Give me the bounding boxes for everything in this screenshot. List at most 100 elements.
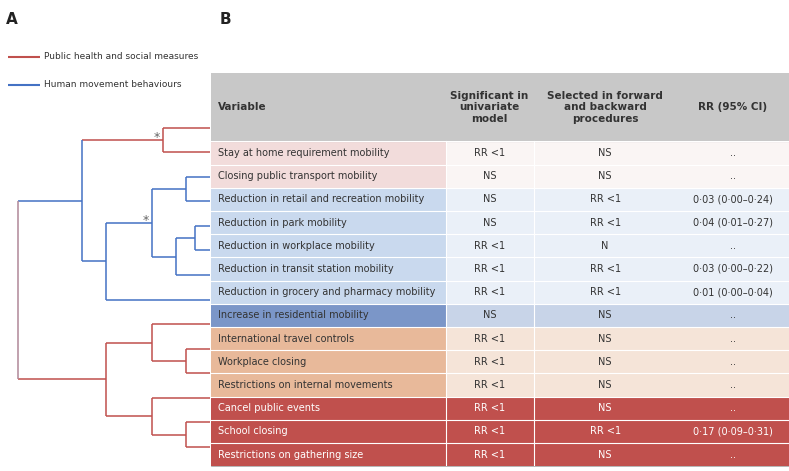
Bar	[446, 327, 533, 350]
Text: NS: NS	[598, 310, 611, 320]
Bar	[676, 188, 789, 211]
Text: NS: NS	[598, 171, 611, 181]
Text: N: N	[601, 241, 609, 251]
Bar	[533, 304, 676, 327]
Text: School closing: School closing	[219, 426, 288, 437]
Bar	[211, 374, 446, 397]
Text: RR <1: RR <1	[589, 264, 621, 274]
Bar	[211, 304, 446, 327]
Bar	[446, 374, 533, 397]
Text: 0·03 (0·00–0·22): 0·03 (0·00–0·22)	[693, 264, 772, 274]
Text: NS: NS	[598, 403, 611, 413]
Bar	[446, 397, 533, 420]
Text: Reduction in workplace mobility: Reduction in workplace mobility	[219, 241, 375, 251]
Text: NS: NS	[598, 357, 611, 367]
Text: *: *	[143, 214, 149, 227]
Bar	[676, 304, 789, 327]
Bar	[533, 234, 676, 257]
Bar	[211, 443, 446, 466]
Bar	[533, 141, 676, 164]
Bar	[211, 141, 446, 164]
Text: NS: NS	[598, 380, 611, 390]
Bar	[533, 211, 676, 234]
Text: Increase in residential mobility: Increase in residential mobility	[219, 310, 369, 320]
Text: NS: NS	[598, 148, 611, 158]
Text: RR <1: RR <1	[474, 333, 505, 344]
Text: ..: ..	[730, 171, 736, 181]
Bar	[211, 164, 446, 188]
Text: International travel controls: International travel controls	[219, 333, 354, 344]
Bar	[211, 281, 446, 304]
Text: RR <1: RR <1	[474, 287, 505, 297]
Text: NS: NS	[598, 450, 611, 460]
Text: NS: NS	[483, 310, 496, 320]
Bar	[533, 397, 676, 420]
Bar	[211, 350, 446, 374]
Bar	[676, 164, 789, 188]
Bar	[676, 281, 789, 304]
Text: RR <1: RR <1	[474, 380, 505, 390]
Bar	[446, 443, 533, 466]
Bar	[533, 350, 676, 374]
Text: RR <1: RR <1	[589, 195, 621, 204]
Bar	[676, 141, 789, 164]
Text: 0·17 (0·09–0·31): 0·17 (0·09–0·31)	[693, 426, 772, 437]
Text: ..: ..	[730, 357, 736, 367]
Bar	[533, 257, 676, 281]
Text: 0·01 (0·00–0·04): 0·01 (0·00–0·04)	[693, 287, 772, 297]
Bar	[676, 443, 789, 466]
Text: Workplace closing: Workplace closing	[219, 357, 307, 367]
Bar	[676, 327, 789, 350]
Text: RR <1: RR <1	[474, 357, 505, 367]
Text: RR <1: RR <1	[474, 241, 505, 251]
Text: Significant in
univariate
model: Significant in univariate model	[451, 90, 529, 124]
Text: NS: NS	[483, 171, 496, 181]
Bar	[211, 257, 446, 281]
Text: Restrictions on gathering size: Restrictions on gathering size	[219, 450, 364, 460]
Text: Reduction in transit station mobility: Reduction in transit station mobility	[219, 264, 394, 274]
Bar	[211, 234, 446, 257]
Bar	[676, 234, 789, 257]
Text: NS: NS	[483, 195, 496, 204]
Text: ..: ..	[730, 450, 736, 460]
Text: Selected in forward
and backward
procedures: Selected in forward and backward procedu…	[547, 90, 663, 124]
Text: ..: ..	[730, 380, 736, 390]
Bar	[533, 443, 676, 466]
Bar	[211, 73, 789, 141]
Bar	[211, 420, 446, 443]
Text: Stay at home requirement mobility: Stay at home requirement mobility	[219, 148, 390, 158]
Bar	[446, 234, 533, 257]
Text: NS: NS	[483, 218, 496, 227]
Bar	[676, 374, 789, 397]
Bar	[533, 420, 676, 443]
Text: Restrictions on internal movements: Restrictions on internal movements	[219, 380, 393, 390]
Text: ..: ..	[730, 310, 736, 320]
Text: B: B	[220, 12, 232, 27]
Text: RR <1: RR <1	[474, 426, 505, 437]
Text: A: A	[6, 12, 18, 27]
Bar	[533, 164, 676, 188]
Bar	[446, 304, 533, 327]
Bar	[446, 257, 533, 281]
Bar	[211, 327, 446, 350]
Text: RR (95% CI): RR (95% CI)	[698, 102, 768, 112]
Text: Reduction in retail and recreation mobility: Reduction in retail and recreation mobil…	[219, 195, 424, 204]
Text: Public health and social measures: Public health and social measures	[44, 52, 199, 61]
Text: RR <1: RR <1	[589, 287, 621, 297]
Bar	[533, 281, 676, 304]
Text: RR <1: RR <1	[474, 264, 505, 274]
Text: 0·03 (0·00–0·24): 0·03 (0·00–0·24)	[693, 195, 772, 204]
Bar	[676, 257, 789, 281]
Text: NS: NS	[598, 333, 611, 344]
Text: RR <1: RR <1	[474, 403, 505, 413]
Bar	[533, 327, 676, 350]
Text: ..: ..	[730, 403, 736, 413]
Text: Human movement behaviours: Human movement behaviours	[44, 80, 182, 89]
Text: ..: ..	[730, 333, 736, 344]
Bar	[676, 211, 789, 234]
Bar	[446, 350, 533, 374]
Bar	[446, 164, 533, 188]
Text: ..: ..	[730, 148, 736, 158]
Bar	[676, 350, 789, 374]
Bar	[211, 188, 446, 211]
